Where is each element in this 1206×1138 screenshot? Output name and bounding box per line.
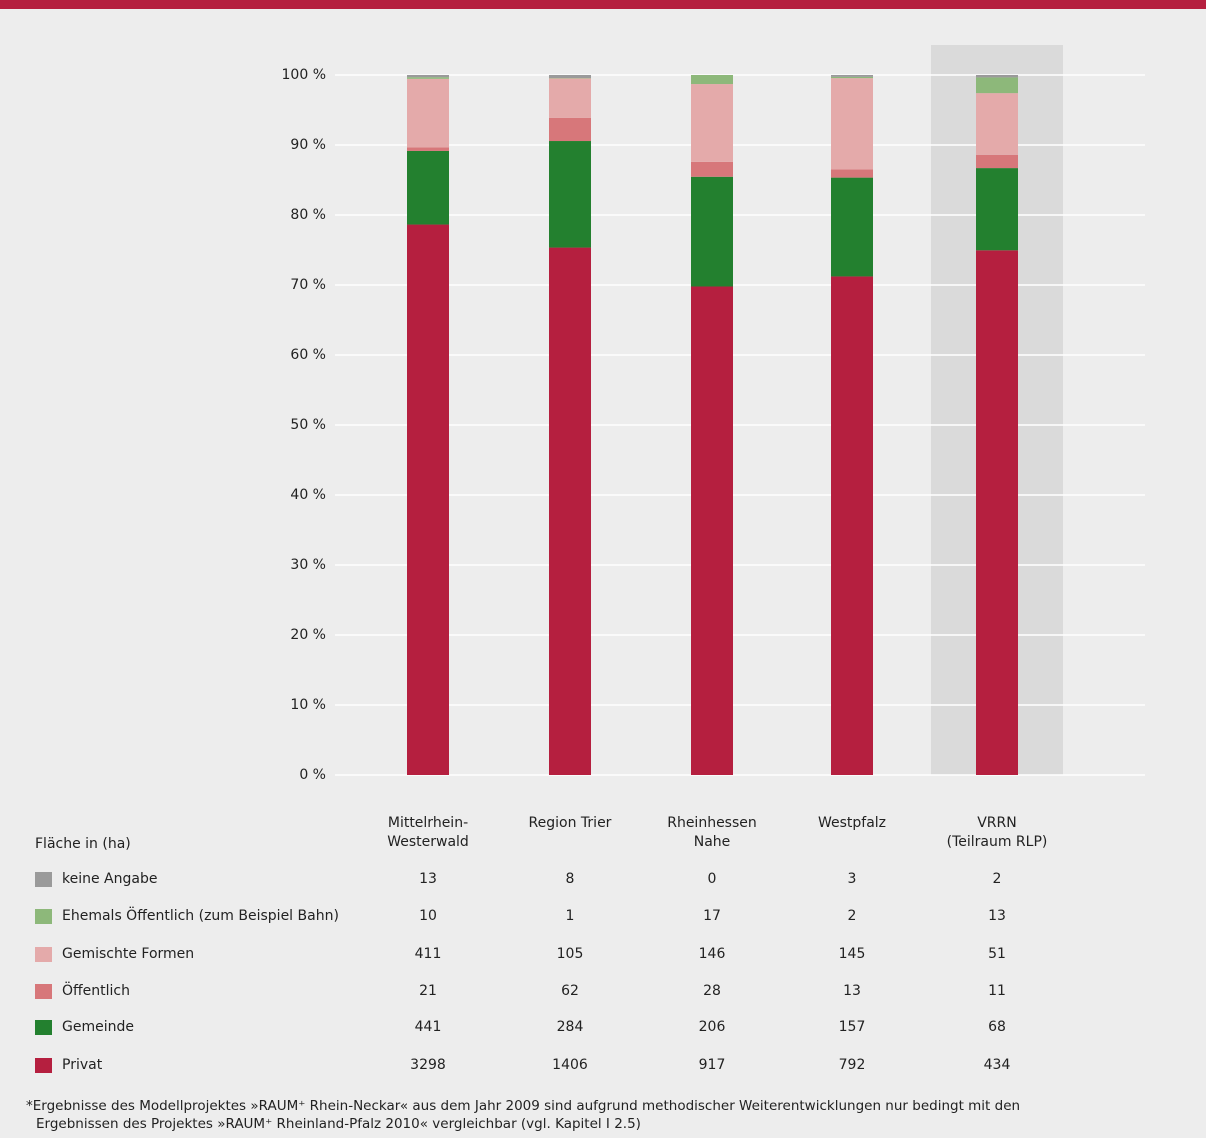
bar-segment — [976, 93, 1018, 155]
x-tick-label: Region Trier — [528, 815, 612, 831]
bar-segment — [691, 84, 733, 162]
table-value: 1406 — [552, 1057, 588, 1073]
bar-segment — [407, 78, 449, 148]
bar-segment — [549, 75, 591, 79]
table-value: 105 — [556, 946, 584, 962]
table-value: 0 — [707, 871, 717, 887]
y-tick-label: 70 % — [290, 277, 326, 293]
table-value: 2 — [992, 871, 1002, 887]
legend-label: Gemischte Formen — [62, 946, 195, 962]
table-value: 434 — [983, 1057, 1011, 1073]
table-value: 17 — [703, 908, 721, 924]
bar-segment — [549, 141, 591, 248]
bar-segment — [831, 78, 873, 170]
bar-segment — [691, 161, 733, 177]
table-value: 145 — [838, 946, 866, 962]
table-value: 21 — [419, 983, 437, 999]
footnote: *Ergebnisse des Modellprojektes »RAUM⁺ R… — [26, 1098, 1021, 1114]
table-value: 28 — [703, 983, 721, 999]
table-value: 51 — [988, 946, 1006, 962]
y-tick-label: 90 % — [290, 137, 326, 153]
table-value: 157 — [838, 1019, 866, 1035]
table-value: 2 — [847, 908, 857, 924]
table-value: 1 — [565, 908, 575, 924]
bar-segment — [549, 247, 591, 775]
table-value: 3 — [847, 871, 857, 887]
bar-segment — [407, 147, 449, 151]
y-tick-label: 40 % — [290, 487, 326, 503]
legend-label: Ehemals Öffentlich (zum Beispiel Bahn) — [62, 908, 339, 924]
y-tick-label: 30 % — [290, 557, 326, 573]
bar-segment — [407, 150, 449, 225]
bar-segment — [831, 276, 873, 775]
y-tick-label: 50 % — [290, 417, 326, 433]
bar-segment — [407, 224, 449, 775]
chart: 0 % 10 % 20 % 30 % 40 % 50 % 60 % 70 % 80 % 90 % 1… — [282, 45, 1145, 783]
table-value: 68 — [988, 1019, 1006, 1035]
table-value: 284 — [556, 1019, 584, 1035]
table-value: 8 — [565, 871, 575, 887]
table-value: 441 — [414, 1019, 442, 1035]
bar-segment — [976, 154, 1018, 169]
bar-segment — [976, 168, 1018, 251]
bar-segment — [831, 76, 873, 79]
legend-swatch — [35, 872, 52, 887]
table-header: Fläche in (ha) — [35, 836, 131, 852]
y-tick-label: 80 % — [290, 207, 326, 223]
bar-segment — [976, 77, 1018, 94]
legend-swatch — [35, 984, 52, 999]
legend-swatch — [35, 947, 52, 962]
table-value: 13 — [419, 871, 437, 887]
table-value: 62 — [561, 983, 579, 999]
legend-swatch — [35, 1058, 52, 1073]
y-tick-label: 100 % — [282, 67, 326, 83]
table-value: 13 — [988, 908, 1006, 924]
x-tick-label: Westpfalz — [817, 815, 887, 831]
bar-segment — [831, 75, 873, 77]
footnote: Ergebnissen des Projektes »RAUM⁺ Rheinla… — [36, 1116, 641, 1132]
x-tick-label: VRRN (Teilraum RLP) — [946, 815, 1048, 850]
bar-segment — [691, 176, 733, 287]
bar-segment — [976, 250, 1018, 775]
bar-segment — [976, 75, 1018, 78]
bar-segment — [831, 169, 873, 178]
table-value: 146 — [698, 946, 726, 962]
legend-label: Öffentlich — [62, 983, 130, 999]
table-value: 13 — [843, 983, 861, 999]
legend-swatch — [35, 909, 52, 924]
table-value: 792 — [838, 1057, 866, 1073]
bar-segment — [831, 177, 873, 277]
table-value: 411 — [414, 946, 442, 962]
table-value: 3298 — [410, 1057, 446, 1073]
legend-label: Gemeinde — [62, 1019, 134, 1035]
legend-label: Privat — [62, 1057, 103, 1073]
bar-segment — [407, 75, 449, 78]
table-value: 10 — [419, 908, 437, 924]
bar-segment — [691, 286, 733, 775]
bar-segment — [691, 75, 733, 85]
x-tick-label: Rheinhessen Nahe — [667, 815, 757, 850]
y-tick-label: 60 % — [290, 347, 326, 363]
table-value: 11 — [988, 983, 1006, 999]
legend-label: keine Angabe — [62, 871, 158, 887]
table-value: 917 — [698, 1057, 726, 1073]
y-tick-label: 20 % — [290, 627, 326, 643]
bar-segment — [549, 117, 591, 142]
bar-segment — [407, 77, 449, 79]
top-band — [0, 0, 1206, 9]
y-tick-label: 0 % — [299, 767, 326, 783]
table-value: 206 — [698, 1019, 726, 1035]
x-tick-label: Mittelrhein- Westerwald — [387, 815, 469, 850]
y-tick-label: 10 % — [290, 697, 326, 713]
legend-swatch — [35, 1020, 52, 1035]
bar-segment — [549, 78, 591, 118]
